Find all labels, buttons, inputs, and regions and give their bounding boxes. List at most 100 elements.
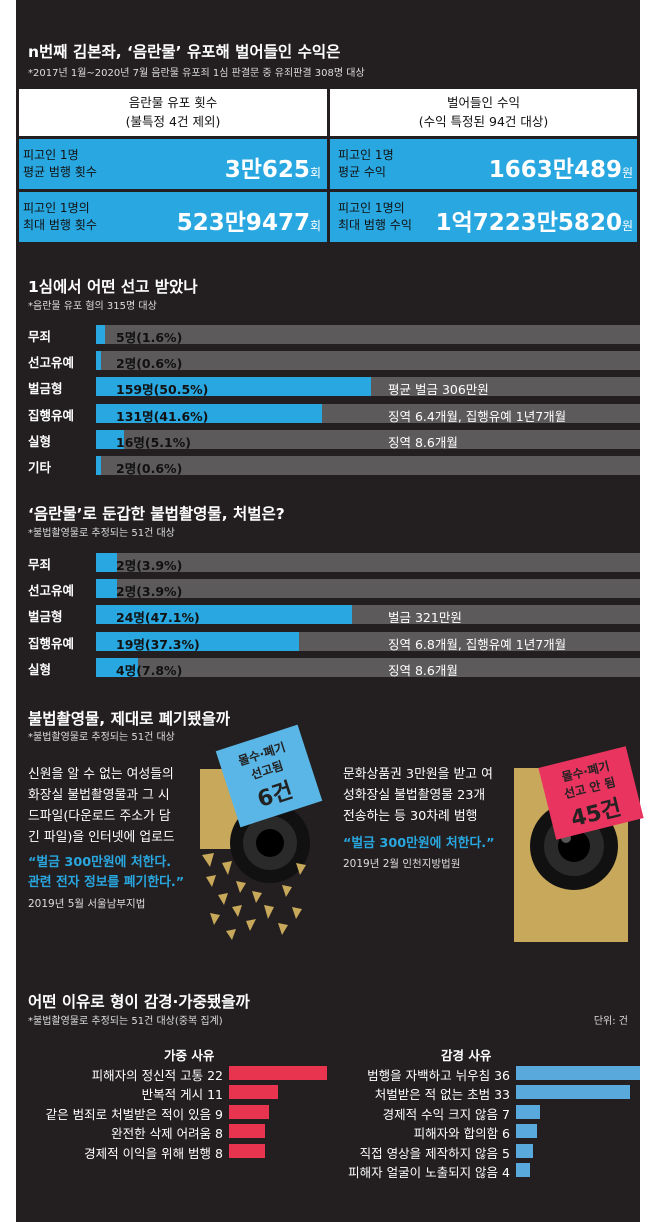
col2-row1-value: 1663만489원 bbox=[489, 150, 633, 184]
bar-value-label: 2명(0.6%) bbox=[116, 356, 183, 372]
left-case-quote: “벌금 300만원에 처한다. 관련 전자 정보를 폐기한다.” bbox=[28, 853, 184, 893]
bar-fill bbox=[96, 657, 139, 677]
reason-bar bbox=[229, 1143, 265, 1158]
category-label: 집행유예 bbox=[28, 407, 75, 423]
category-label: 선고유예 bbox=[28, 355, 75, 371]
col1-row2-cell: 피고인 1명의 최대 범행 횟수 523만9477회 bbox=[19, 192, 327, 242]
reason-bar bbox=[229, 1124, 265, 1139]
right-story-line: 성화장실 불법촬영물 23개 bbox=[343, 788, 486, 803]
bar-fill bbox=[96, 605, 353, 625]
bar-fill bbox=[96, 325, 105, 344]
bar-note: 징역 8.6개월 bbox=[388, 662, 458, 678]
col1-head-line2: (불특정 4건 제외) bbox=[125, 114, 221, 129]
col2-row2-cell: 피고인 1명의 최대 범행 수익 1억7223만5820원 bbox=[330, 192, 637, 242]
category-label: 집행유예 bbox=[28, 635, 75, 651]
category-label: 무죄 bbox=[28, 329, 52, 344]
bar-fill bbox=[96, 631, 299, 651]
col2-row1-number: 1663만489 bbox=[488, 157, 622, 183]
chart2-title: ‘음란물’로 둔갑한 불법촬영물, 처벌은? bbox=[28, 505, 285, 523]
reason-label: 경제적 수익 크지 않음 7 bbox=[382, 1106, 510, 1122]
reason-bar bbox=[229, 1104, 270, 1119]
reason-bar bbox=[516, 1143, 534, 1158]
col2-head-line1: 벌어들인 수익 bbox=[447, 95, 520, 110]
bar-value-label: 2명(3.9%) bbox=[116, 558, 183, 573]
col2-row1-label-line1: 피고인 1명 bbox=[338, 148, 394, 162]
reason-bar bbox=[516, 1085, 630, 1100]
left-case-story: 신원을 알 수 없는 여성들의 화장실 불법촬영물과 그 시 드파일(다운로드 … bbox=[28, 764, 208, 848]
table-col2-header: 벌어들인 수익 (수익 특정된 94건 대상) bbox=[330, 89, 637, 136]
col2-row2-number: 1억7223만5820 bbox=[435, 210, 622, 236]
bar-fill bbox=[96, 403, 323, 423]
reason-label: 완전한 삭제 어려움 8 bbox=[111, 1126, 223, 1142]
col1-head-line1: 음란물 유포 횟수 bbox=[128, 95, 218, 110]
col1-row2-label-line2: 최대 범행 횟수 bbox=[23, 218, 97, 232]
reason-bar bbox=[516, 1163, 530, 1177]
col2-row2-unit: 원 bbox=[621, 219, 633, 233]
reason-label: 경제적 이익을 위해 범행 8 bbox=[84, 1145, 223, 1161]
right-story-line: 문화상품권 3만원을 받고 여 bbox=[343, 767, 493, 782]
bar-value-label: 159명(50.5%) bbox=[116, 382, 209, 398]
bar-value-label: 5명(1.6%) bbox=[116, 330, 183, 345]
left-story-line: 화장실 불법촬영물과 그 시 bbox=[28, 788, 170, 803]
bar-note: 징역 8.6개월 bbox=[388, 434, 458, 450]
group-header: 가중 사유 bbox=[164, 1048, 215, 1063]
col1-row1-label-line2: 평균 범행 횟수 bbox=[23, 165, 97, 179]
right-story-line: 전송하는 등 30차례 범행 bbox=[343, 809, 478, 824]
bar-track bbox=[96, 553, 640, 572]
category-label: 벌금형 bbox=[28, 381, 63, 397]
bar-fill bbox=[96, 377, 371, 397]
bar-value-label: 131명(41.6%) bbox=[116, 408, 209, 424]
col1-row2-unit: 회 bbox=[309, 219, 321, 233]
left-story-line: 드파일(다운로드 주소가 담 bbox=[28, 809, 171, 824]
category-label: 벌금형 bbox=[28, 609, 63, 625]
reason-label: 반복적 게시 11 bbox=[141, 1087, 223, 1103]
section1-title: n번째 김본좌, ‘음란물’ 유포해 벌어들인 수익은 bbox=[28, 43, 341, 61]
col1-row1-cell: 피고인 1명 평균 범행 횟수 3만625회 bbox=[19, 139, 327, 189]
reason-bar bbox=[229, 1085, 278, 1100]
reason-bar bbox=[229, 1066, 327, 1080]
bar-value-label: 16명(5.1%) bbox=[116, 434, 191, 450]
col2-row2-label-line1: 피고인 1명의 bbox=[338, 201, 405, 215]
category-label: 실형 bbox=[28, 661, 52, 677]
bar-value-label: 4명(7.8%) bbox=[116, 662, 183, 678]
category-label: 선고유예 bbox=[28, 583, 75, 599]
bar-note: 징역 6.8개월, 집행유예 1년7개월 bbox=[388, 636, 567, 652]
col1-row1-label: 피고인 1명 평균 범행 횟수 bbox=[23, 147, 97, 181]
reason-label: 범행을 자백하고 뉘우침 36 bbox=[367, 1068, 510, 1083]
infographic-panel: n번째 김본좌, ‘음란물’ 유포해 벌어들인 수익은 *2017년 1월~20… bbox=[16, 0, 644, 1222]
bar-value-label: 24명(47.1%) bbox=[116, 610, 200, 626]
bar-track bbox=[96, 351, 640, 371]
chart1-subtitle: *음란물 유포 혐의 315명 대상 bbox=[28, 301, 157, 312]
section4-note: *불법촬영물로 추정되는 51건 대상 bbox=[28, 732, 175, 743]
left-quote-line: “벌금 300만원에 처한다. bbox=[28, 855, 172, 870]
reason-label: 피해자와 합의함 6 bbox=[413, 1126, 510, 1142]
right-case-court: 2019년 2월 인천지방법원 bbox=[343, 858, 461, 870]
section4-title: 불법촬영물, 제대로 폐기됐을까 bbox=[28, 710, 231, 728]
chart3-unit: 단위: 건 bbox=[593, 1016, 628, 1027]
left-story-line: 긴 파일)을 인터넷에 업로드 bbox=[28, 830, 175, 845]
reason-bar bbox=[516, 1104, 541, 1119]
right-case-quote: “벌금 300만원에 처한다.” bbox=[343, 834, 495, 854]
reason-bar bbox=[516, 1066, 640, 1080]
col1-row2-label-line1: 피고인 1명의 bbox=[23, 201, 90, 215]
col2-row2-value: 1억7223만5820원 bbox=[436, 203, 633, 237]
reason-label: 피해자 얼굴이 노출되지 않음 4 bbox=[348, 1165, 510, 1180]
reason-label: 직접 영상을 제작하지 않음 5 bbox=[359, 1145, 510, 1161]
col2-row1-cell: 피고인 1명 평균 수익 1663만489원 bbox=[330, 139, 637, 189]
section1-note: *2017년 1월~2020년 7월 음란물 유포죄 1심 판결문 중 유죄판결… bbox=[28, 68, 365, 79]
table-col1-header: 음란물 유포 횟수 (불특정 4건 제외) bbox=[19, 89, 327, 136]
bar-track bbox=[96, 429, 640, 449]
bar-track bbox=[96, 579, 640, 599]
col2-head-line2: (수익 특정된 94건 대상) bbox=[418, 114, 549, 129]
col2-row1-label-line2: 평균 수익 bbox=[338, 165, 386, 179]
col1-row1-unit: 회 bbox=[309, 166, 321, 180]
category-label: 기타 bbox=[28, 460, 52, 475]
col1-row1-value: 3만625회 bbox=[225, 150, 321, 184]
chart1-title: 1심에서 어떤 선고 받았나 bbox=[28, 278, 198, 296]
category-label: 실형 bbox=[28, 433, 52, 449]
col1-row1-number: 3만625 bbox=[224, 157, 310, 183]
col1-row2-label: 피고인 1명의 최대 범행 횟수 bbox=[23, 200, 97, 234]
bar-fill bbox=[96, 456, 101, 475]
reason-label: 같은 범죄로 처벌받은 적이 있음 9 bbox=[45, 1106, 223, 1122]
bar-track bbox=[96, 325, 640, 344]
